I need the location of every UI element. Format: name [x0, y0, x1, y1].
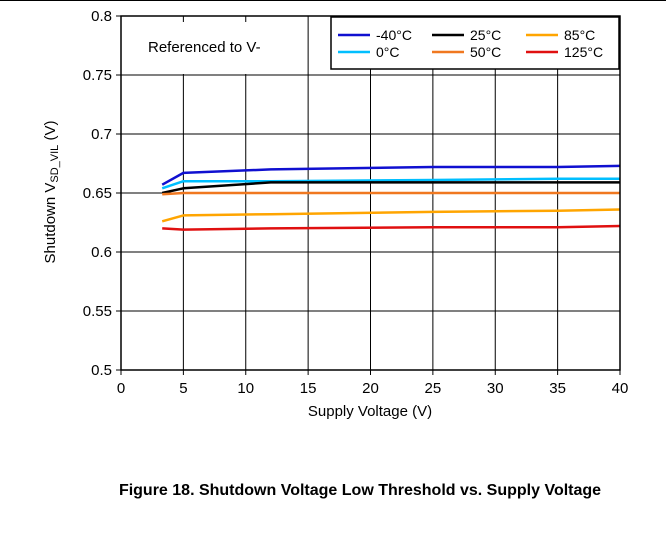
- y-tick-label: 0.65: [83, 185, 112, 202]
- axis-ticks: 0 5 10 15 20 25 30 35 40 0.5 0.55 0.6 0.65 0.7 0.75 0.8: [83, 8, 629, 397]
- x-tick-label: 40: [612, 380, 629, 397]
- y-tick-label: 0.75: [83, 67, 112, 84]
- annotation-box: Referenced to V-: [124, 22, 296, 74]
- series-lines: [161, 164, 621, 231]
- y-axis-label-unit: (V): [42, 121, 59, 145]
- legend-label: 85°C: [564, 27, 595, 43]
- x-tick-label: 15: [300, 380, 317, 397]
- y-tick-label: 0.7: [91, 126, 112, 143]
- series-line: [161, 164, 621, 186]
- y-tick-label: 0.55: [83, 303, 112, 320]
- legend-label: -40°C: [376, 27, 412, 43]
- series-line: [162, 191, 620, 196]
- x-tick-label: 5: [179, 380, 187, 397]
- x-axis-label: Supply Voltage (V): [308, 403, 432, 420]
- legend-label: 0°C: [376, 44, 400, 60]
- top-rule: [0, 0, 666, 1]
- x-tick-label: 35: [549, 380, 566, 397]
- x-tick-label: 0: [117, 380, 125, 397]
- legend-label: 25°C: [470, 27, 501, 43]
- y-axis-label-subscript: SD_VIL: [49, 145, 61, 183]
- legend-label: 125°C: [564, 44, 603, 60]
- x-tick-label: 20: [362, 380, 379, 397]
- series-line: [162, 224, 621, 231]
- y-axis-label-main: Shutdown V: [42, 183, 59, 264]
- series-line: [161, 181, 620, 195]
- y-axis-label: Shutdown VSD_VIL (V): [42, 121, 61, 264]
- line-chart: 0 5 10 15 20 25 30 35 40 0.5 0.55 0.6 0.65 0.7 0.75 0.8…: [42, 8, 629, 420]
- legend-label: 50°C: [470, 44, 501, 60]
- y-tick-label: 0.6: [91, 244, 112, 261]
- x-tick-label: 25: [425, 380, 442, 397]
- x-tick-label: 10: [237, 380, 254, 397]
- annotation-text: Referenced to V-: [148, 39, 261, 56]
- figure-caption: Figure 18. Shutdown Voltage Low Threshol…: [118, 482, 602, 499]
- series-line: [161, 177, 620, 190]
- x-tick-label: 30: [487, 380, 504, 397]
- y-tick-label: 0.5: [91, 362, 112, 379]
- series-line: [161, 208, 621, 223]
- y-tick-label: 0.8: [91, 8, 112, 25]
- legend-frame: [330, 16, 620, 70]
